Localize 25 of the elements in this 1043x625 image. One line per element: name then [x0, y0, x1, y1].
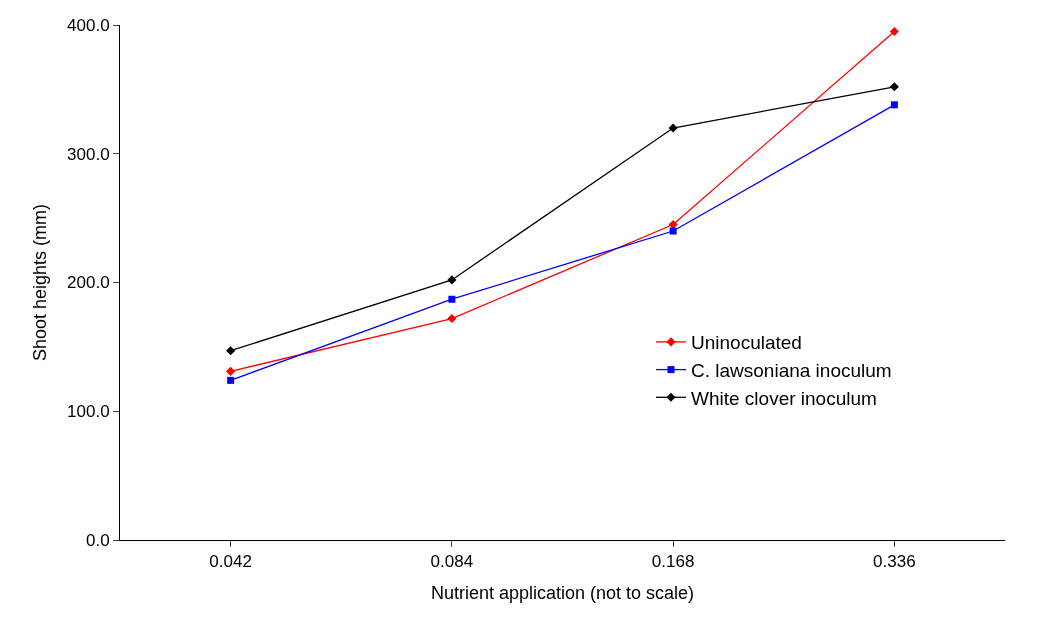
point — [890, 101, 898, 109]
point — [448, 295, 456, 303]
y-tick-label: 200.0 — [67, 273, 110, 293]
y-tick-label: 300.0 — [67, 144, 110, 164]
point — [227, 376, 235, 384]
legend-label: White clover inoculum — [691, 387, 877, 409]
point — [889, 82, 899, 92]
x-tick-label: 0.336 — [873, 552, 916, 572]
point — [226, 366, 236, 376]
y-tick-label: 100.0 — [67, 402, 110, 422]
point — [447, 275, 457, 285]
x-axis-title: Nutrient application (not to scale) — [430, 582, 695, 603]
x-tick-label: 0.084 — [430, 552, 474, 572]
x-tick-label: 0.042 — [209, 552, 252, 572]
legend-label: Uninoculated — [691, 332, 802, 354]
point — [226, 346, 236, 356]
x-tick-label: 0.168 — [651, 552, 695, 572]
y-tick-label: 0.0 — [85, 530, 110, 550]
point — [668, 123, 678, 133]
point — [669, 227, 677, 235]
point — [889, 26, 899, 36]
y-axis-title: Shoot heights (mm) — [30, 203, 51, 362]
legend-label: C. lawsoniana inoculum — [691, 360, 892, 382]
point — [447, 314, 457, 324]
y-tick-label: 400.0 — [67, 15, 110, 35]
